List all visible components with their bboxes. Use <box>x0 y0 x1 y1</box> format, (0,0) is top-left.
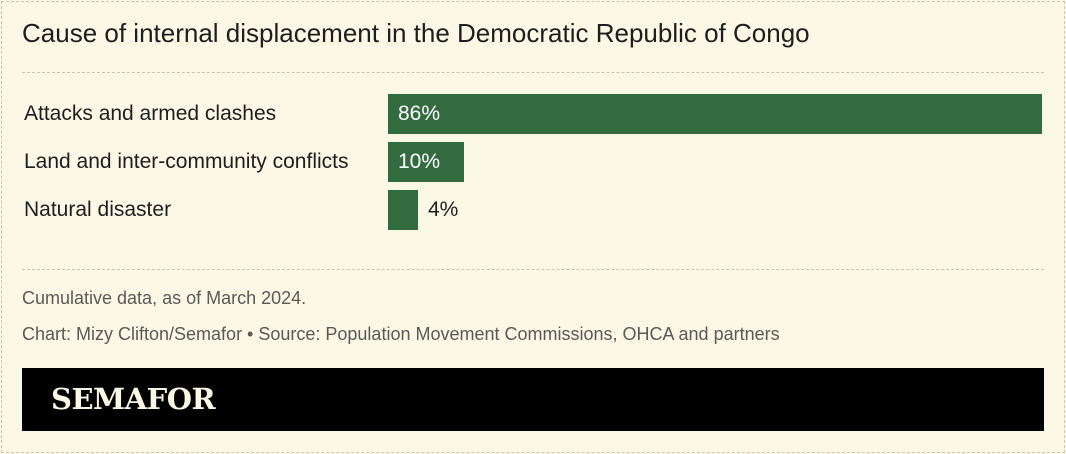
category-label: Land and inter-community conflicts <box>24 150 349 173</box>
value-label: 4% <box>428 198 459 221</box>
chart-title: Cause of internal displacement in the De… <box>22 18 810 48</box>
value-label: 86% <box>398 102 441 125</box>
value-label: 10% <box>398 150 441 173</box>
source-credit: Chart: Mizy Clifton/Semafor • Source: Po… <box>22 324 780 344</box>
category-label: Attacks and armed clashes <box>24 102 277 125</box>
bar <box>388 142 464 182</box>
divider-bottom <box>22 269 1044 270</box>
data-note: Cumulative data, as of March 2024. <box>22 288 307 308</box>
semafor-logo: SEMAFOR <box>51 382 216 416</box>
category-label: Natural disaster <box>24 198 172 221</box>
bar <box>388 190 418 230</box>
divider-top <box>22 72 1044 73</box>
bar <box>388 94 1042 134</box>
brand-footer: SEMAFOR <box>22 368 1044 431</box>
